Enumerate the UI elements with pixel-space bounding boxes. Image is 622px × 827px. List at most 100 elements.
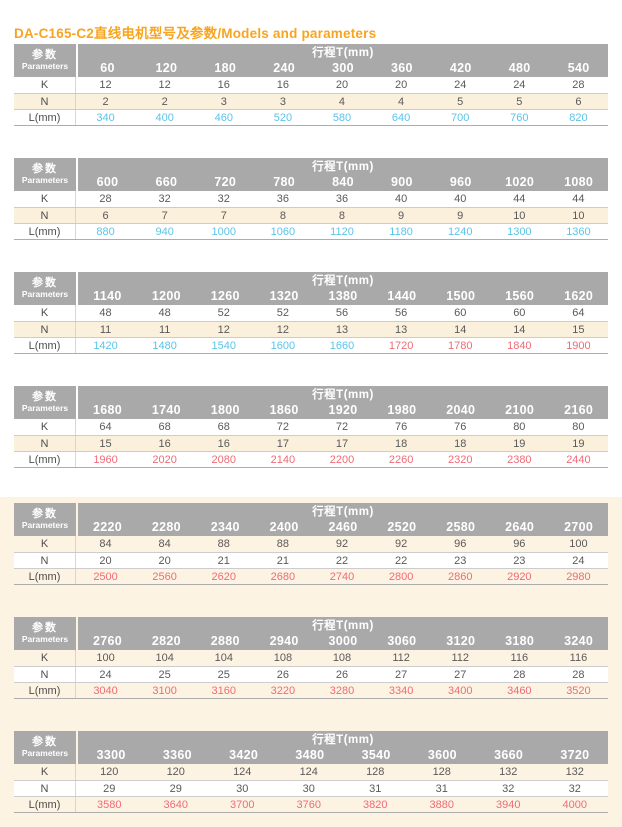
table-cell: 3 bbox=[220, 95, 227, 108]
row-cells: 120 120 124 124 128 128 132 132 bbox=[76, 764, 608, 780]
table-cell: 40 bbox=[394, 193, 408, 205]
stroke-column-header: 2580 bbox=[446, 520, 476, 534]
param-header-cell: 参数 Parameters bbox=[14, 272, 76, 305]
stroke-column-header: 420 bbox=[449, 61, 472, 75]
stroke-column-header: 2040 bbox=[446, 403, 476, 417]
table-cell: 27 bbox=[454, 668, 467, 681]
table-cell: 116 bbox=[510, 652, 529, 664]
row-cells: 28 32 32 36 36 40 40 44 44 bbox=[76, 191, 608, 207]
param-label-cn: 参数 bbox=[32, 391, 58, 404]
table-cell: 8 bbox=[279, 209, 286, 222]
table-cell: 52 bbox=[217, 307, 230, 319]
table-row: N 29 29 30 30 31 31 32 32 bbox=[14, 780, 608, 796]
stroke-column-header: 1740 bbox=[151, 403, 181, 417]
stroke-column-header: 1860 bbox=[269, 403, 299, 417]
param-label-cn: 参数 bbox=[32, 622, 58, 635]
table-cell: 48 bbox=[99, 307, 112, 319]
page-title: DA-C165-C2直线电机型号及参数/Models and parameter… bbox=[14, 26, 377, 41]
row-label: N bbox=[14, 781, 76, 796]
stroke-column-header: 1020 bbox=[505, 175, 535, 189]
table-cell: 2620 bbox=[211, 570, 237, 583]
row-label: L(mm) bbox=[14, 683, 76, 698]
row-label: K bbox=[14, 419, 76, 435]
row-cells: 1960 2020 2080 2140 2200 2260 2320 2380 2440 bbox=[76, 452, 608, 467]
table-cell: 1600 bbox=[270, 339, 296, 352]
table-cell: 640 bbox=[391, 111, 411, 124]
table-cell: 4000 bbox=[562, 798, 587, 811]
row-label: K bbox=[14, 536, 76, 552]
table-cell: 26 bbox=[276, 668, 289, 681]
parameters-table: 参数 Parameters 行程T(mm) 2760 2820 2880 2940 3000 3… bbox=[14, 617, 608, 699]
table-cell: 124 bbox=[299, 766, 318, 778]
table-cell: 112 bbox=[392, 652, 410, 664]
table-cell: 31 bbox=[435, 782, 448, 795]
stroke-column-header: 480 bbox=[508, 61, 531, 75]
table-cell: 100 bbox=[569, 538, 588, 550]
table-cell: 18 bbox=[394, 437, 408, 450]
table-cell: 2140 bbox=[270, 453, 296, 466]
param-label-en: Parameters bbox=[21, 61, 69, 72]
table-cell: 84 bbox=[158, 538, 171, 550]
table-cell: 1120 bbox=[330, 225, 354, 238]
table-cell: 30 bbox=[236, 782, 249, 795]
table-cell: 108 bbox=[332, 652, 352, 664]
stroke-column-header: 1260 bbox=[210, 289, 240, 303]
table-cell: 2920 bbox=[507, 570, 532, 583]
table-cell: 14 bbox=[513, 323, 526, 336]
table-cell: 128 bbox=[366, 766, 385, 778]
table-header-band: 参数 Parameters 行程T(mm) 2760 2820 2880 2940 3000 3… bbox=[14, 617, 608, 650]
table-cell: 1180 bbox=[389, 225, 413, 238]
table-cell: 520 bbox=[273, 111, 293, 124]
table-cell: 3460 bbox=[507, 684, 532, 697]
table-cell: 3700 bbox=[230, 798, 255, 811]
stroke-column-header: 240 bbox=[273, 61, 295, 75]
table-cell: 88 bbox=[217, 538, 230, 550]
stroke-column-header: 2100 bbox=[505, 403, 535, 417]
table-row: L(mm) 340 400 460 520 580 640 700 760 820 bbox=[14, 109, 608, 125]
table-cell: 6 bbox=[102, 209, 109, 222]
table-cell: 40 bbox=[454, 193, 467, 205]
stroke-column-header: 3720 bbox=[560, 748, 590, 762]
row-label: L(mm) bbox=[14, 797, 76, 812]
table-cell: 1840 bbox=[507, 339, 532, 352]
stroke-header: 行程T(mm) 3300 3360 3420 3480 3540 3600 3660 3720 bbox=[78, 731, 608, 764]
table-cell: 1540 bbox=[211, 339, 237, 352]
stroke-header: 行程T(mm) 2760 2820 2880 2940 3000 3060 3120 3180 3… bbox=[78, 617, 608, 650]
row-label: L(mm) bbox=[14, 224, 76, 239]
row-cells: 64 68 68 72 72 76 76 80 80 bbox=[76, 419, 608, 435]
parameters-table: 参数 Parameters 行程T(mm) 60 120 180 240 300 360 420 4… bbox=[14, 44, 608, 126]
table-cell: 17 bbox=[335, 437, 349, 450]
stroke-column-header: 3300 bbox=[96, 748, 126, 762]
stroke-column-header: 660 bbox=[155, 175, 178, 189]
stroke-column-header: 2880 bbox=[210, 634, 240, 648]
table-cell: 96 bbox=[454, 538, 467, 550]
stroke-column-header: 120 bbox=[155, 61, 178, 75]
table-cell: 132 bbox=[565, 766, 584, 778]
table-cell: 132 bbox=[499, 766, 518, 778]
table-cell: 4 bbox=[338, 95, 346, 108]
table-cell: 36 bbox=[335, 193, 349, 205]
table-cell: 29 bbox=[169, 782, 182, 795]
table-cell: 1720 bbox=[388, 339, 414, 352]
row-label: N bbox=[14, 436, 76, 451]
table-cell: 60 bbox=[513, 307, 526, 319]
table-cell: 48 bbox=[158, 307, 171, 319]
table-cell: 17 bbox=[276, 437, 289, 450]
table-cell: 460 bbox=[214, 111, 233, 124]
stroke-columns: 1140 1200 1260 1320 1380 1440 1500 1560 1620 bbox=[78, 289, 608, 304]
table-cell: 108 bbox=[273, 652, 293, 664]
row-label: K bbox=[14, 764, 76, 780]
stroke-header-label: 行程T(mm) bbox=[312, 734, 374, 746]
param-label-cn: 参数 bbox=[32, 508, 58, 521]
stroke-header-label: 行程T(mm) bbox=[312, 389, 374, 401]
table-cell: 22 bbox=[335, 554, 349, 567]
stroke-column-header: 2820 bbox=[151, 634, 181, 648]
table-cell: 2860 bbox=[447, 570, 473, 583]
stroke-column-header: 2280 bbox=[151, 520, 181, 534]
row-label: K bbox=[14, 650, 76, 666]
table-row: N 24 25 25 26 26 27 27 28 28 bbox=[14, 666, 608, 682]
table-cell: 56 bbox=[394, 307, 408, 319]
table-row: N 2 2 3 3 4 4 5 5 6 bbox=[14, 93, 608, 109]
param-label-cn: 参数 bbox=[32, 277, 58, 290]
table-cell: 1420 bbox=[93, 339, 118, 352]
